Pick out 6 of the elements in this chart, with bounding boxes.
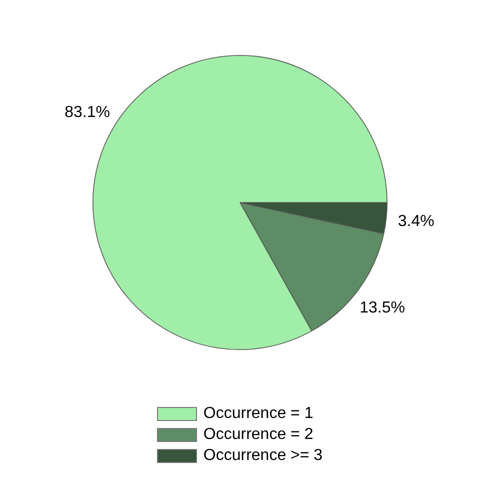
data-label: 83.1% xyxy=(64,104,110,122)
data-label: 3.4% xyxy=(398,212,434,230)
legend-label: Occurrence = 1 xyxy=(203,404,314,422)
legend-label: Occurrence >= 3 xyxy=(203,446,323,464)
legend-label: Occurrence = 2 xyxy=(203,426,314,444)
data-label: 13.5% xyxy=(360,299,405,316)
